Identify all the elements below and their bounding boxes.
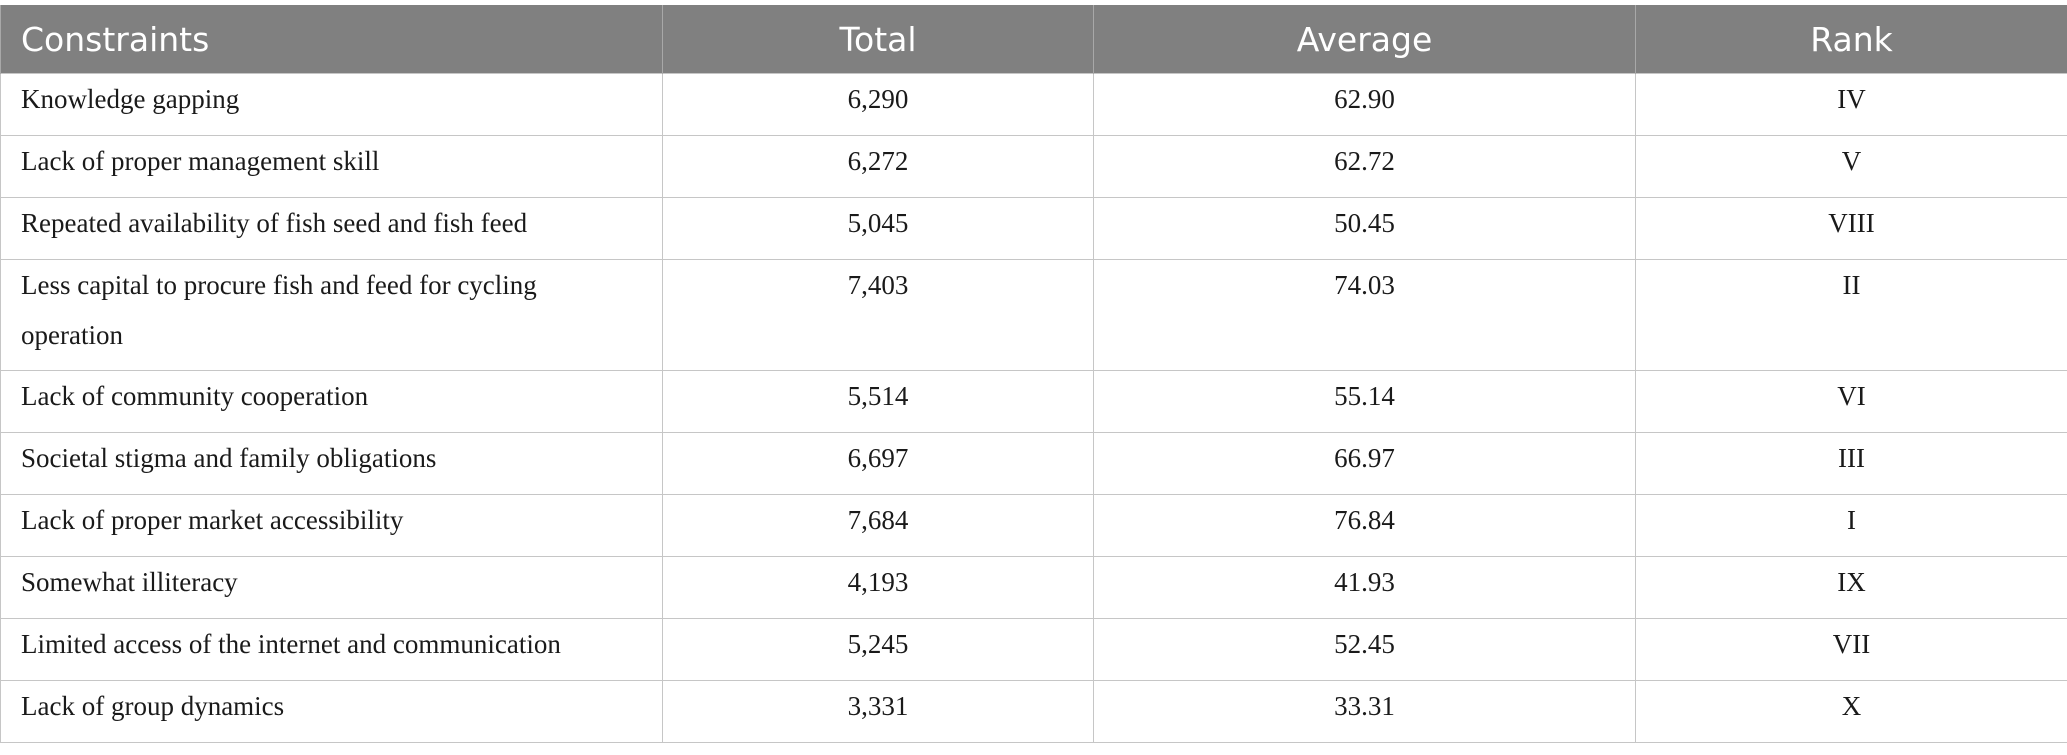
cell-average: 74.03 xyxy=(1093,259,1636,371)
constraints-table-container: Constraints Total Average Rank Knowledge… xyxy=(0,5,2067,743)
cell-constraint: Lack of community cooperation xyxy=(0,370,663,433)
column-header-rank: Rank xyxy=(1635,5,2067,74)
cell-total: 4,193 xyxy=(662,556,1094,619)
cell-average: 50.45 xyxy=(1093,197,1636,260)
cell-constraint: Lack of group dynamics xyxy=(0,680,663,743)
cell-average: 76.84 xyxy=(1093,494,1636,557)
cell-average: 62.72 xyxy=(1093,135,1636,198)
cell-total: 6,697 xyxy=(662,432,1094,495)
cell-constraint: Knowledge gapping xyxy=(0,73,663,136)
cell-rank: V xyxy=(1635,135,2067,198)
cell-constraint: Lack of proper management skill xyxy=(0,135,663,198)
table-row: Lack of community cooperation 5,514 55.1… xyxy=(0,370,2067,433)
table-row: Less capital to procure fish and feed fo… xyxy=(0,259,2067,371)
cell-rank: I xyxy=(1635,494,2067,557)
table-row: Societal stigma and family obligations 6… xyxy=(0,432,2067,495)
cell-total: 7,684 xyxy=(662,494,1094,557)
cell-average: 41.93 xyxy=(1093,556,1636,619)
cell-rank: VI xyxy=(1635,370,2067,433)
table-row: Lack of proper market accessibility 7,68… xyxy=(0,494,2067,557)
cell-rank: II xyxy=(1635,259,2067,371)
cell-average: 62.90 xyxy=(1093,73,1636,136)
cell-average: 52.45 xyxy=(1093,618,1636,681)
cell-total: 6,290 xyxy=(662,73,1094,136)
cell-average: 66.97 xyxy=(1093,432,1636,495)
cell-rank: III xyxy=(1635,432,2067,495)
table-header-row: Constraints Total Average Rank xyxy=(0,5,2067,74)
cell-constraint: Less capital to procure fish and feed fo… xyxy=(0,259,663,371)
column-header-constraints: Constraints xyxy=(0,5,663,74)
cell-total: 5,514 xyxy=(662,370,1094,433)
cell-average: 33.31 xyxy=(1093,680,1636,743)
table-row: Limited access of the internet and commu… xyxy=(0,618,2067,681)
cell-constraint: Repeated availability of fish seed and f… xyxy=(0,197,663,260)
table-row: Repeated availability of fish seed and f… xyxy=(0,197,2067,260)
cell-total: 6,272 xyxy=(662,135,1094,198)
table-row: Somewhat illiteracy 4,193 41.93 IX xyxy=(0,556,2067,619)
cell-constraint: Somewhat illiteracy xyxy=(0,556,663,619)
cell-total: 5,045 xyxy=(662,197,1094,260)
cell-rank: IV xyxy=(1635,73,2067,136)
constraints-table: Constraints Total Average Rank Knowledge… xyxy=(0,5,2067,743)
cell-average: 55.14 xyxy=(1093,370,1636,433)
cell-constraint: Limited access of the internet and commu… xyxy=(0,618,663,681)
cell-rank: X xyxy=(1635,680,2067,743)
column-header-average: Average xyxy=(1093,5,1636,74)
table-row: Lack of group dynamics 3,331 33.31 X xyxy=(0,680,2067,743)
cell-total: 5,245 xyxy=(662,618,1094,681)
cell-constraint: Lack of proper market accessibility xyxy=(0,494,663,557)
cell-total: 7,403 xyxy=(662,259,1094,371)
table-row: Lack of proper management skill 6,272 62… xyxy=(0,135,2067,198)
cell-rank: VII xyxy=(1635,618,2067,681)
cell-constraint: Societal stigma and family obligations xyxy=(0,432,663,495)
column-header-total: Total xyxy=(662,5,1094,74)
cell-rank: VIII xyxy=(1635,197,2067,260)
table-row: Knowledge gapping 6,290 62.90 IV xyxy=(0,73,2067,136)
cell-rank: IX xyxy=(1635,556,2067,619)
cell-total: 3,331 xyxy=(662,680,1094,743)
